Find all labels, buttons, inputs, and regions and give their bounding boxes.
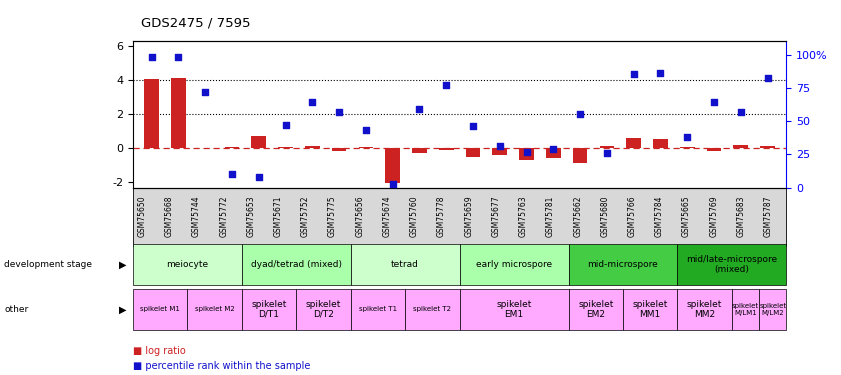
- Bar: [439, 148, 453, 150]
- Text: GSM75763: GSM75763: [519, 196, 527, 237]
- Text: GSM75653: GSM75653: [246, 196, 256, 237]
- Text: ■ percentile rank within the sample: ■ percentile rank within the sample: [133, 361, 310, 370]
- Text: spikelet
M/LM1: spikelet M/LM1: [732, 303, 759, 316]
- Bar: [627, 138, 641, 148]
- Point: [520, 148, 533, 154]
- Point: [761, 75, 775, 81]
- Text: GSM75784: GSM75784: [655, 196, 664, 237]
- Text: tetrad: tetrad: [391, 260, 419, 269]
- Bar: [251, 136, 266, 148]
- Bar: [358, 147, 373, 148]
- Text: early microspore: early microspore: [476, 260, 553, 269]
- Bar: [653, 139, 668, 148]
- Text: GSM75662: GSM75662: [573, 196, 582, 237]
- Point: [252, 174, 266, 180]
- Bar: [145, 79, 159, 148]
- Point: [413, 106, 426, 112]
- Text: spikelet
M/LM2: spikelet M/LM2: [759, 303, 786, 316]
- Bar: [680, 147, 695, 148]
- Point: [627, 72, 640, 78]
- Bar: [331, 148, 346, 151]
- Point: [225, 171, 239, 177]
- Text: GSM75775: GSM75775: [328, 196, 337, 237]
- Text: other: other: [4, 305, 29, 314]
- Text: GSM75781: GSM75781: [546, 196, 555, 237]
- Point: [305, 99, 319, 105]
- Text: GSM75766: GSM75766: [627, 196, 637, 237]
- Text: GSM75778: GSM75778: [437, 196, 446, 237]
- Bar: [225, 147, 240, 148]
- Text: ▶: ▶: [119, 304, 126, 314]
- Point: [440, 82, 453, 88]
- Bar: [706, 148, 722, 151]
- Text: GSM75650: GSM75650: [137, 196, 146, 237]
- Text: GSM75665: GSM75665: [682, 196, 691, 237]
- Point: [574, 111, 587, 117]
- Text: dyad/tetrad (mixed): dyad/tetrad (mixed): [251, 260, 341, 269]
- Text: GSM75659: GSM75659: [464, 196, 473, 237]
- Point: [332, 109, 346, 115]
- Bar: [600, 146, 614, 148]
- Text: development stage: development stage: [4, 260, 93, 269]
- Point: [493, 143, 506, 149]
- Bar: [198, 147, 213, 148]
- Text: spikelet
D/T1: spikelet D/T1: [251, 300, 287, 319]
- Point: [653, 70, 667, 76]
- Text: GSM75677: GSM75677: [491, 196, 500, 237]
- Point: [547, 146, 560, 152]
- Text: spikelet
MM1: spikelet MM1: [632, 300, 668, 319]
- Text: GSM75671: GSM75671: [273, 196, 283, 237]
- Bar: [466, 148, 480, 157]
- Text: GSM75674: GSM75674: [383, 196, 392, 237]
- Point: [145, 54, 158, 60]
- Bar: [733, 146, 748, 148]
- Text: mid-microspore: mid-microspore: [588, 260, 659, 269]
- Point: [198, 89, 212, 95]
- Text: GSM75656: GSM75656: [355, 196, 364, 237]
- Text: spikelet M2: spikelet M2: [194, 306, 235, 312]
- Text: spikelet
EM2: spikelet EM2: [578, 300, 613, 319]
- Text: spikelet
MM2: spikelet MM2: [687, 300, 722, 319]
- Text: GSM75752: GSM75752: [301, 196, 309, 237]
- Point: [600, 150, 614, 156]
- Text: meiocyte: meiocyte: [167, 260, 209, 269]
- Bar: [573, 148, 588, 163]
- Bar: [305, 146, 320, 148]
- Bar: [385, 148, 400, 183]
- Bar: [493, 148, 507, 155]
- Text: GSM75668: GSM75668: [165, 196, 174, 237]
- Point: [359, 128, 373, 134]
- Text: ▶: ▶: [119, 260, 126, 269]
- Text: ■ log ratio: ■ log ratio: [133, 346, 186, 355]
- Text: GSM75772: GSM75772: [220, 196, 228, 237]
- Bar: [546, 148, 561, 158]
- Text: mid/late-microspore
(mixed): mid/late-microspore (mixed): [686, 255, 777, 274]
- Text: GDS2475 / 7595: GDS2475 / 7595: [141, 17, 251, 30]
- Point: [466, 123, 479, 129]
- Point: [279, 122, 293, 128]
- Text: spikelet T2: spikelet T2: [414, 306, 452, 312]
- Point: [386, 180, 399, 186]
- Bar: [278, 147, 293, 148]
- Bar: [760, 146, 775, 148]
- Text: spikelet
EM1: spikelet EM1: [496, 300, 532, 319]
- Text: GSM75760: GSM75760: [410, 196, 419, 237]
- Bar: [412, 148, 426, 153]
- Point: [707, 99, 721, 105]
- Point: [734, 109, 748, 115]
- Text: GSM75769: GSM75769: [709, 196, 718, 237]
- Text: spikelet M1: spikelet M1: [140, 306, 180, 312]
- Point: [172, 54, 185, 60]
- Text: GSM75787: GSM75787: [764, 196, 773, 237]
- Point: [680, 134, 694, 140]
- Bar: [519, 148, 534, 160]
- Text: GSM75744: GSM75744: [192, 196, 201, 237]
- Text: spikelet T1: spikelet T1: [359, 306, 397, 312]
- Text: GSM75683: GSM75683: [737, 196, 745, 237]
- Bar: [171, 78, 186, 148]
- Text: GSM75680: GSM75680: [600, 196, 610, 237]
- Text: spikelet
D/T2: spikelet D/T2: [306, 300, 341, 319]
